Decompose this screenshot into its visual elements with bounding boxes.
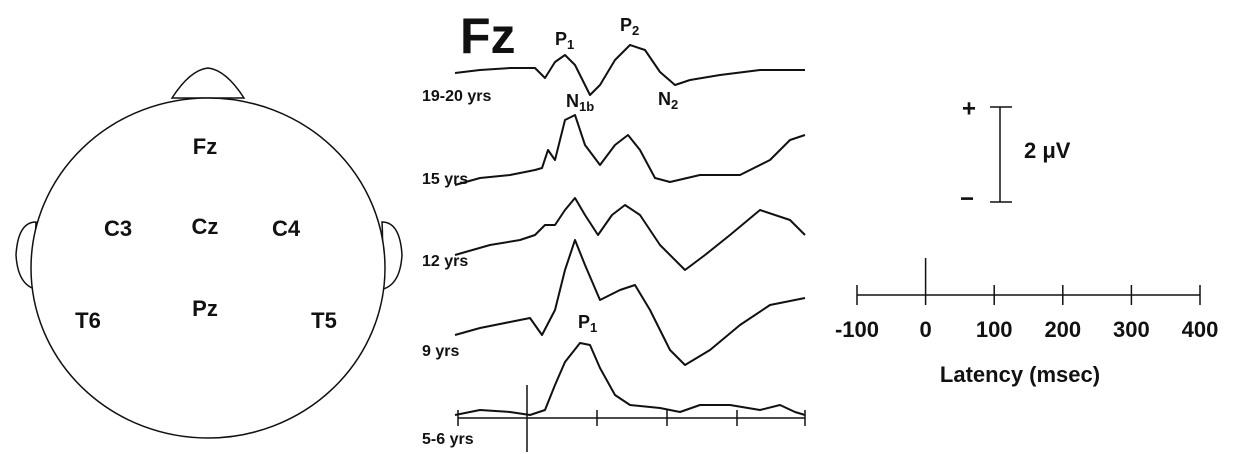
- nose: [172, 68, 244, 98]
- component-letter: P: [578, 312, 590, 332]
- amplitude-scale: [990, 107, 1012, 202]
- component-label: P1: [555, 29, 574, 53]
- electrode-label: Pz: [192, 296, 218, 321]
- electrode-label: T6: [75, 308, 101, 333]
- component-subscript: 1: [590, 320, 597, 335]
- tick-label: 300: [1113, 317, 1150, 342]
- panel-title: Fz: [460, 8, 516, 64]
- waveform: [455, 115, 805, 185]
- electrode-label: T5: [311, 308, 337, 333]
- component-label: P1: [578, 312, 597, 336]
- component-subscript: 2: [671, 97, 678, 112]
- trace-time-axis: [458, 385, 805, 452]
- tick-label: 200: [1044, 317, 1081, 342]
- tick-label: 0: [919, 317, 931, 342]
- electrode-label: C4: [272, 216, 301, 241]
- age-label: 9 yrs: [422, 343, 459, 360]
- component-subscript: 2: [632, 23, 639, 38]
- scale-plus: +: [962, 95, 976, 122]
- waveform: [455, 343, 805, 415]
- age-label: 19-20 yrs: [422, 88, 491, 105]
- figure: Fz C3 Cz C4 T6 Pz T5 Fz 19-20 yrs 15 yrs…: [0, 0, 1242, 454]
- axis-title: Latency (msec): [940, 362, 1100, 387]
- waveform: [455, 240, 805, 365]
- age-label: 12 yrs: [422, 253, 468, 270]
- component-letter: N: [566, 91, 579, 111]
- scale-label: 2 μV: [1024, 138, 1071, 163]
- age-label: 15 yrs: [422, 171, 468, 188]
- age-label: 5-6 yrs: [422, 431, 474, 448]
- component-subscript: 1: [567, 37, 574, 52]
- component-letter: N: [658, 89, 671, 109]
- tick-label: 400: [1182, 317, 1219, 342]
- scale-minus: −: [960, 185, 974, 212]
- tick-label: -100: [835, 317, 879, 342]
- electrode-label: C3: [104, 216, 132, 241]
- electrode-label: Cz: [192, 214, 219, 239]
- component-subscript: 1b: [579, 99, 594, 114]
- component-letter: P: [620, 15, 632, 35]
- electrode-label: Fz: [193, 134, 217, 159]
- waveform: [455, 198, 805, 270]
- component-label: N2: [658, 89, 678, 113]
- tick-label: 100: [976, 317, 1013, 342]
- component-letter: P: [555, 29, 567, 49]
- component-label: P2: [620, 15, 639, 39]
